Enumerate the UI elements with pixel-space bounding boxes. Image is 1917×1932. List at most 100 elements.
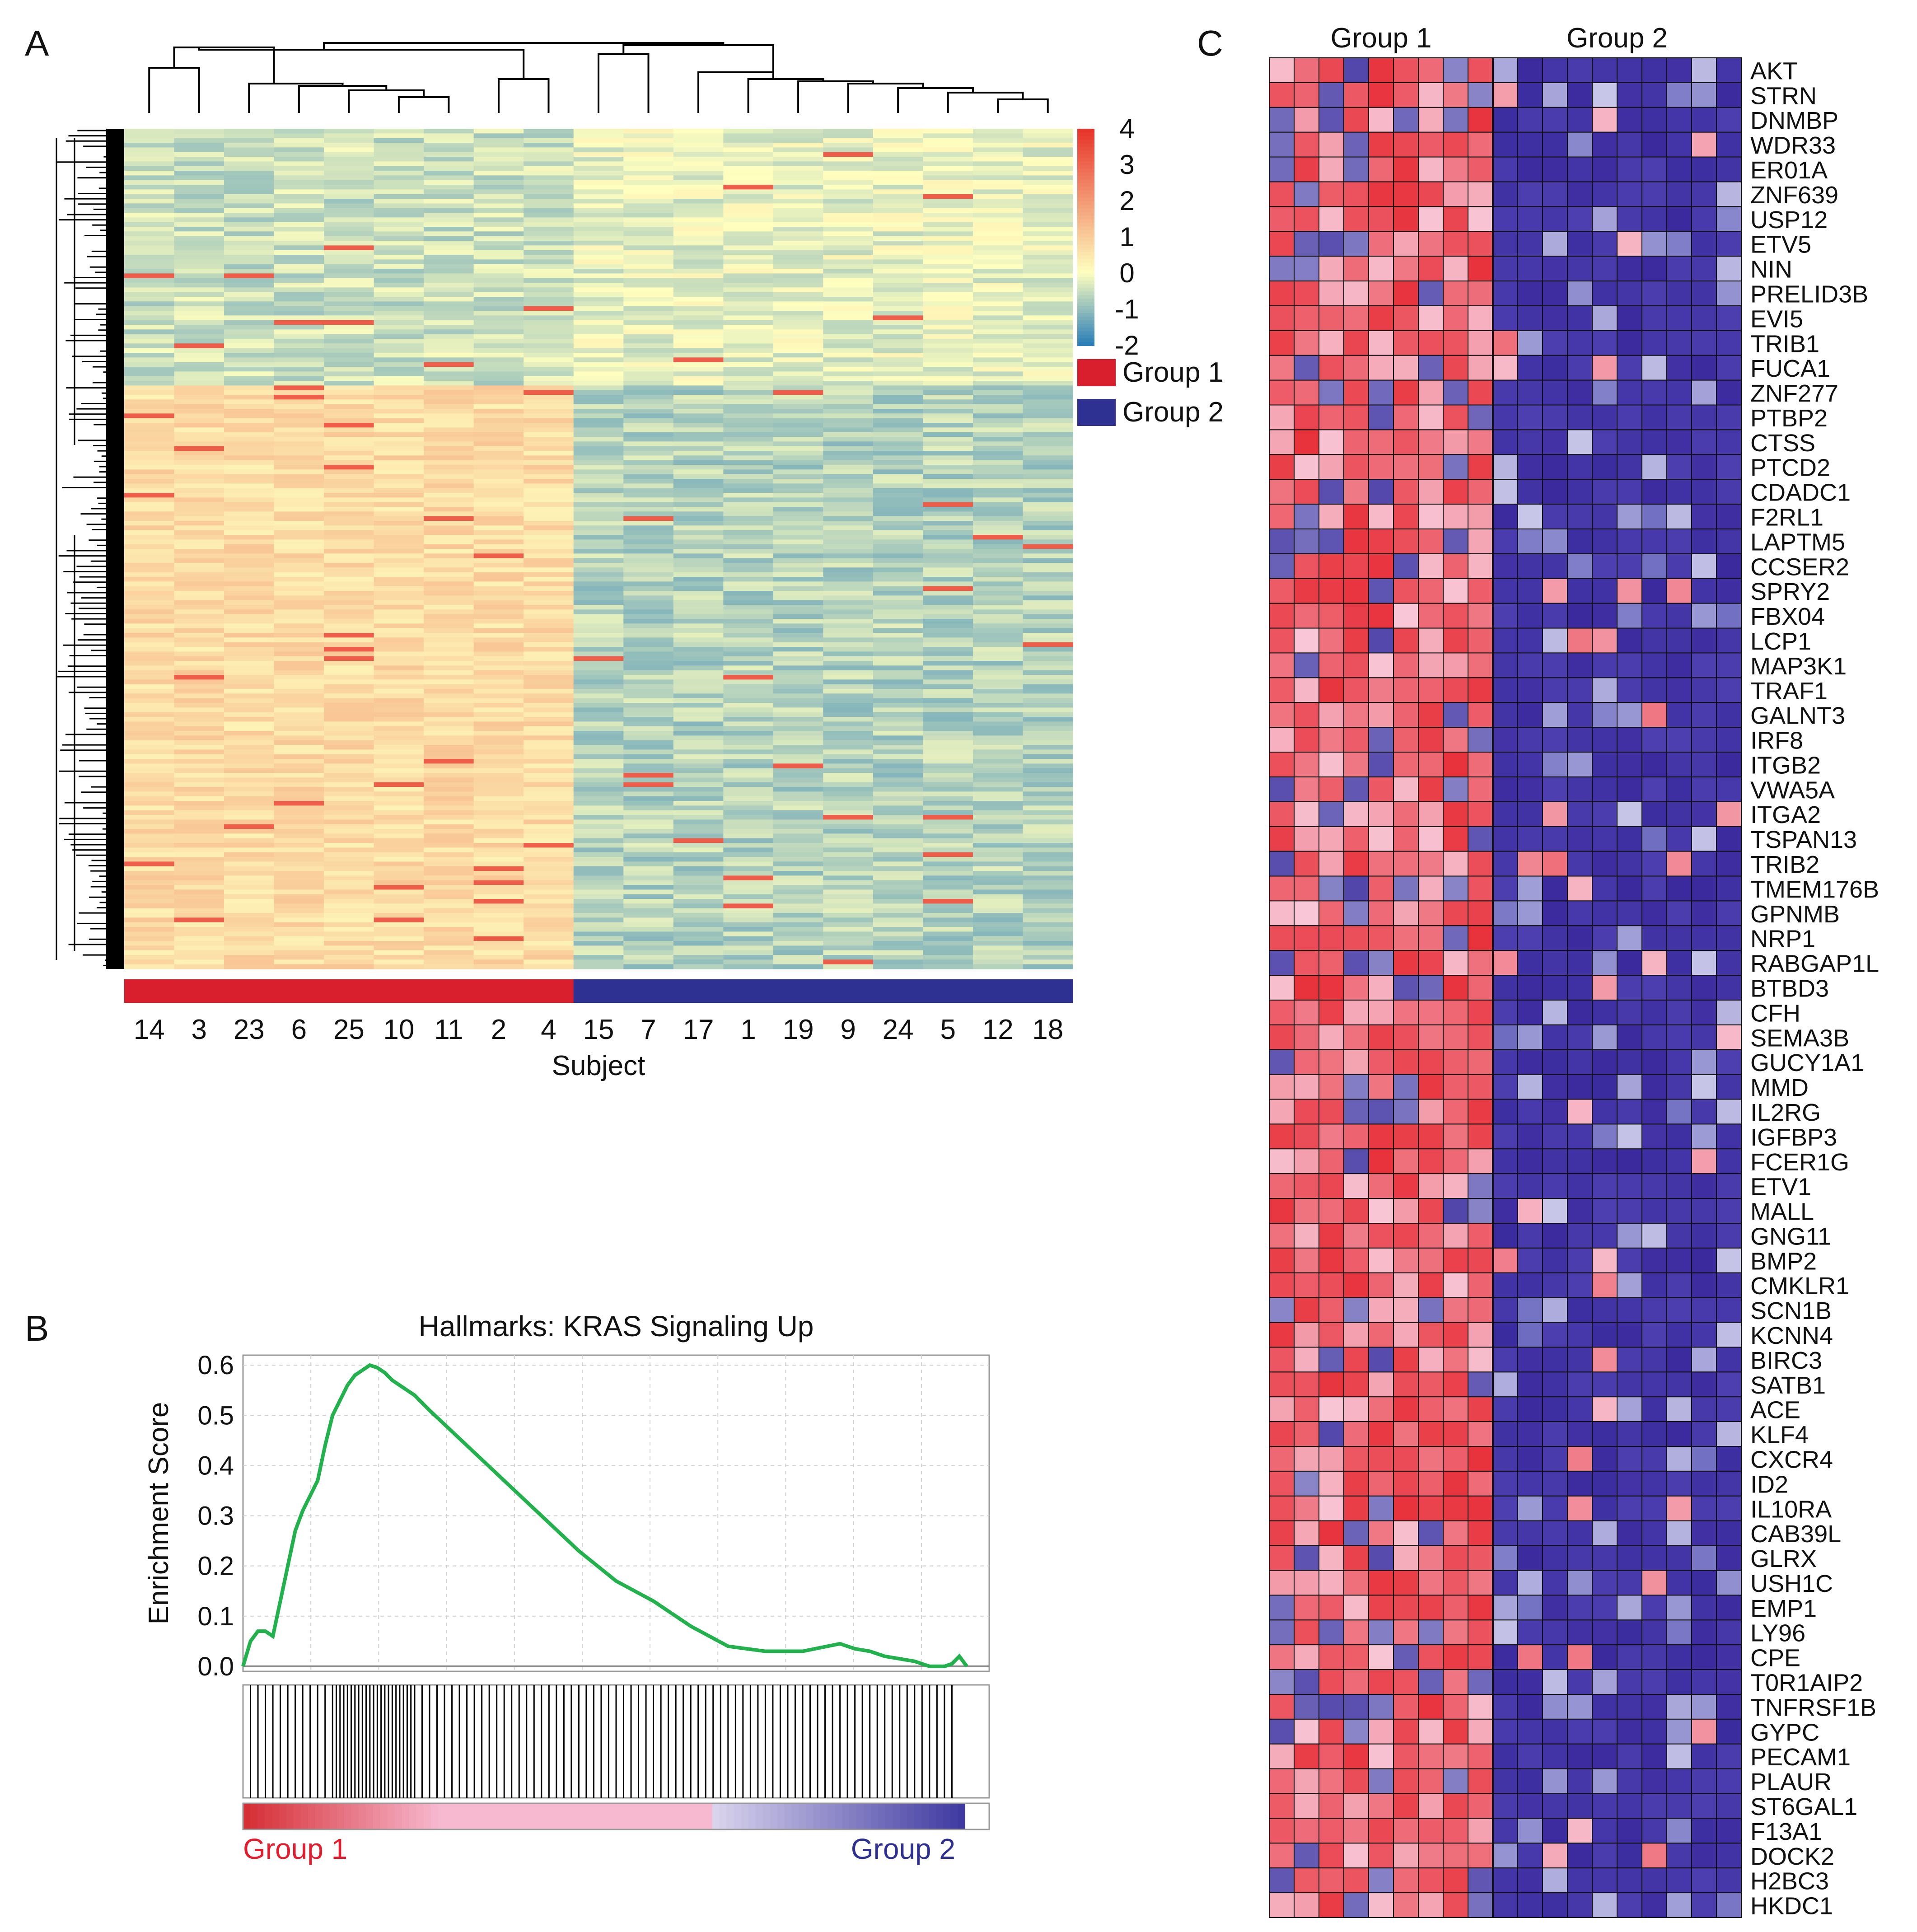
heatmap-cell bbox=[274, 805, 324, 811]
heatmap-cell bbox=[374, 619, 424, 624]
heatmap-cell bbox=[673, 502, 724, 507]
gradient-step bbox=[864, 1803, 872, 1829]
heatmap-cell bbox=[1269, 156, 1295, 182]
heatmap-cell bbox=[1418, 1347, 1444, 1373]
heatmap-cell bbox=[274, 227, 324, 232]
heatmap-cell bbox=[124, 964, 175, 969]
heatmap-cell bbox=[573, 320, 624, 325]
heatmap-cell bbox=[424, 805, 474, 811]
heatmap-cell bbox=[823, 320, 874, 325]
heatmap-cell bbox=[124, 348, 175, 353]
heatmap-cell bbox=[224, 283, 275, 288]
heatmap-cell bbox=[324, 833, 374, 839]
heatmap-cell bbox=[673, 147, 724, 153]
heatmap-cell bbox=[324, 679, 374, 685]
heatmap-cell bbox=[973, 227, 1024, 232]
heatmap-cell bbox=[1542, 1123, 1568, 1150]
heatmap-cell bbox=[1023, 418, 1073, 423]
heatmap-cell bbox=[1666, 504, 1692, 529]
heatmap-cell bbox=[773, 362, 823, 367]
heatmap-cell bbox=[923, 665, 973, 671]
heatmap-cell bbox=[224, 446, 275, 451]
heatmap-cell bbox=[1023, 437, 1073, 442]
heatmap-cell bbox=[174, 315, 224, 321]
heatmap-cell bbox=[923, 623, 973, 629]
subject-label: 11 bbox=[434, 1014, 463, 1045]
heatmap-cell bbox=[324, 726, 374, 731]
heatmap-cell bbox=[174, 745, 224, 750]
heatmap-cell bbox=[1418, 281, 1444, 306]
heatmap-cell bbox=[623, 595, 674, 601]
heatmap-cell bbox=[823, 311, 874, 316]
heatmap-cell bbox=[1023, 609, 1073, 615]
heatmap-cell bbox=[524, 483, 574, 489]
heatmap-cell bbox=[424, 516, 474, 521]
heatmap-cell bbox=[1716, 528, 1742, 554]
heatmap-cell bbox=[1517, 479, 1543, 505]
heatmap-cell bbox=[623, 147, 674, 153]
heatmap-cell bbox=[573, 894, 624, 899]
heatmap-cell bbox=[923, 381, 973, 386]
heatmap-cell bbox=[1666, 231, 1692, 257]
heatmap-cell bbox=[1468, 429, 1493, 455]
heatmap-cell bbox=[174, 138, 224, 143]
heatmap-cell bbox=[1294, 553, 1319, 579]
heatmap-cell bbox=[124, 600, 175, 605]
heatmap-cell bbox=[1517, 131, 1543, 158]
heatmap-cell bbox=[224, 194, 275, 199]
heatmap-cell bbox=[823, 791, 874, 797]
heatmap-cell bbox=[524, 236, 574, 241]
heatmap-cell bbox=[1517, 355, 1543, 381]
heatmap-cell bbox=[424, 189, 474, 195]
heatmap-cell bbox=[124, 273, 175, 279]
heatmap-cell bbox=[1492, 256, 1518, 282]
heatmap-cell bbox=[973, 241, 1024, 246]
color-scale-step bbox=[1077, 284, 1094, 288]
heatmap-cell bbox=[124, 469, 175, 475]
heatmap-cell bbox=[1716, 1347, 1742, 1373]
group-bar-cell bbox=[873, 979, 924, 1003]
heatmap-cell bbox=[923, 563, 973, 568]
heatmap-cell bbox=[274, 712, 324, 717]
heatmap-cell bbox=[873, 731, 924, 736]
heatmap-cell bbox=[873, 749, 924, 755]
heatmap-cell bbox=[473, 787, 524, 792]
heatmap-cell bbox=[124, 563, 175, 568]
heatmap-cell bbox=[873, 353, 924, 358]
heatmap-cell bbox=[723, 721, 774, 727]
heatmap-cell bbox=[1666, 900, 1692, 926]
heatmap-cell bbox=[473, 217, 524, 223]
heatmap-cell bbox=[973, 633, 1024, 638]
heatmap-cell bbox=[673, 465, 724, 470]
heatmap-cell bbox=[1393, 900, 1419, 926]
heatmap-cell bbox=[923, 572, 973, 577]
heatmap-cell bbox=[1023, 521, 1073, 526]
heatmap-cell bbox=[1443, 652, 1468, 678]
heatmap-cell bbox=[573, 441, 624, 447]
heatmap-cell bbox=[873, 395, 924, 400]
heatmap-cell bbox=[1641, 776, 1667, 802]
heatmap-cell bbox=[124, 889, 175, 895]
heatmap-cell bbox=[1542, 231, 1568, 257]
heatmap-cell bbox=[923, 838, 973, 843]
heatmap-cell bbox=[174, 572, 224, 577]
heatmap-cell bbox=[573, 297, 624, 302]
heatmap-cell bbox=[1716, 950, 1742, 976]
heatmap-cell bbox=[124, 259, 175, 265]
heatmap-cell bbox=[174, 796, 224, 801]
heatmap-cell bbox=[623, 161, 674, 167]
gradient-step bbox=[770, 1803, 778, 1829]
heatmap-cell bbox=[623, 567, 674, 573]
heatmap-cell bbox=[473, 852, 524, 857]
heatmap-cell bbox=[873, 236, 924, 241]
heatmap-cell bbox=[1517, 1049, 1543, 1075]
heatmap-cell bbox=[1468, 1322, 1493, 1348]
heatmap-cell bbox=[374, 819, 424, 825]
heatmap-cell bbox=[873, 199, 924, 204]
heatmap-cell bbox=[873, 553, 924, 559]
heatmap-cell bbox=[274, 815, 324, 820]
heatmap-cell bbox=[1641, 379, 1667, 406]
heatmap-cell bbox=[823, 936, 874, 941]
heatmap-cell bbox=[773, 637, 823, 643]
heatmap-cell bbox=[374, 703, 424, 708]
